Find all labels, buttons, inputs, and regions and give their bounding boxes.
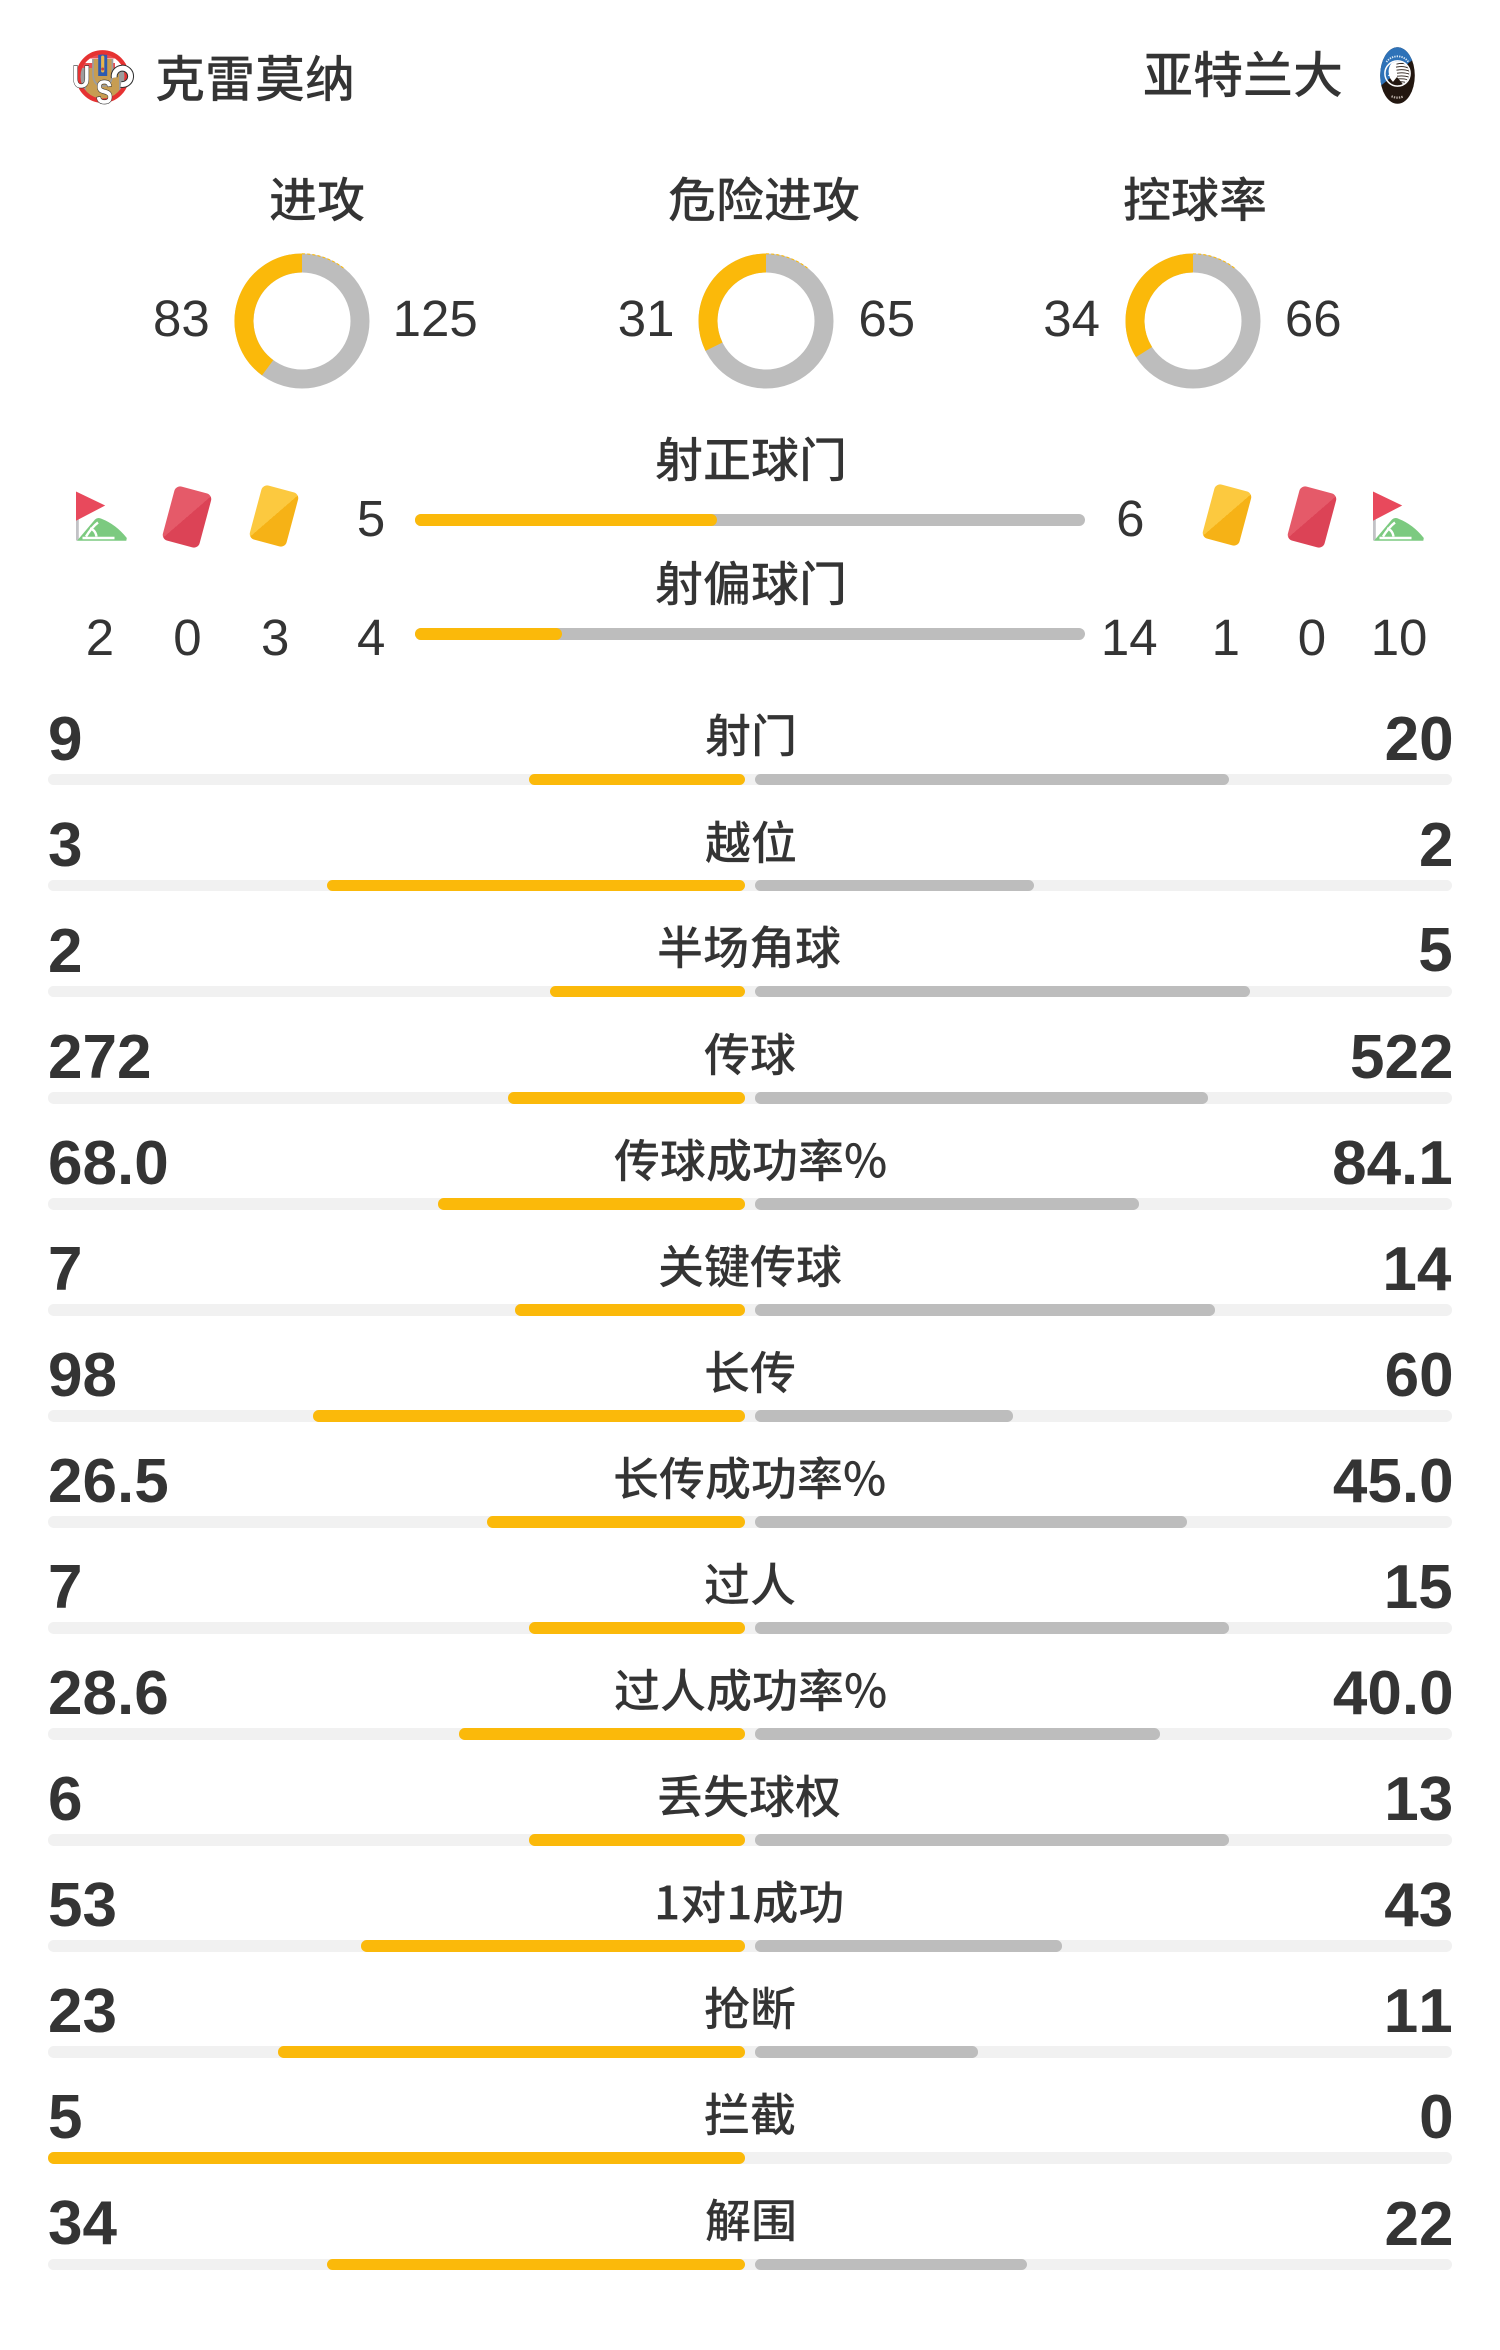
svg-text:U: U <box>72 59 90 95</box>
svg-text:S: S <box>96 74 113 111</box>
